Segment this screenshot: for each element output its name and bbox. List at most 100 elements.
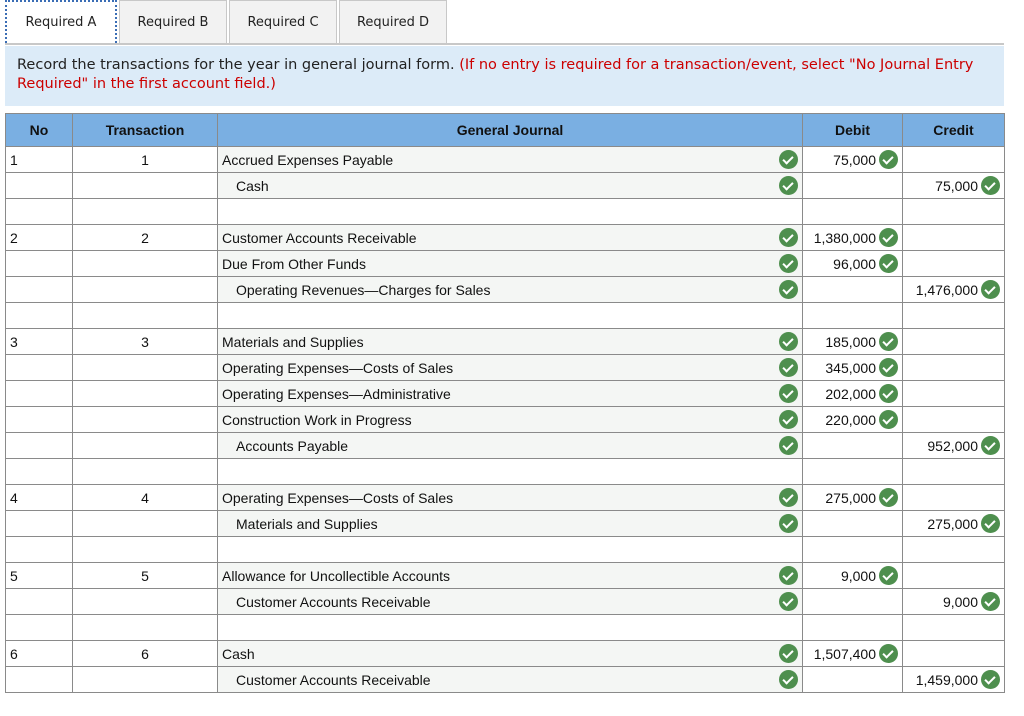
table-row: 3 3 Materials and Supplies 185,000 (5, 328, 1005, 355)
debit-field[interactable] (802, 276, 903, 303)
no-cell (5, 354, 73, 381)
no-cell (5, 250, 73, 277)
credit-field[interactable] (902, 354, 1005, 381)
table-row: Construction Work in Progress 220,000 (5, 406, 1005, 433)
account-field[interactable] (217, 302, 803, 329)
credit-field[interactable]: 1,459,000 (902, 666, 1005, 693)
account-field[interactable]: Accrued Expenses Payable (217, 146, 803, 173)
credit-field[interactable] (902, 224, 1005, 251)
debit-field[interactable]: 1,380,000 (802, 224, 903, 251)
account-field[interactable] (217, 458, 803, 485)
transaction-cell (72, 198, 218, 225)
account-name: Customer Accounts Receivable (236, 671, 431, 688)
account-field[interactable]: Allowance for Uncollectible Accounts (217, 562, 803, 589)
account-field[interactable] (217, 614, 803, 641)
credit-field[interactable] (902, 250, 1005, 277)
account-name: Materials and Supplies (236, 515, 378, 532)
tab-required-d[interactable]: Required D (339, 0, 447, 43)
no-cell (5, 458, 73, 485)
account-field[interactable]: Cash (217, 640, 803, 667)
credit-field[interactable]: 275,000 (902, 510, 1005, 537)
debit-value: 75,000 (833, 151, 876, 168)
debit-field[interactable] (802, 510, 903, 537)
credit-value: 9,000 (942, 593, 978, 610)
account-field[interactable]: Materials and Supplies (217, 510, 803, 537)
no-cell (5, 198, 73, 225)
blank-row (5, 458, 1005, 485)
debit-field[interactable] (802, 614, 903, 641)
blank-row (5, 614, 1005, 641)
debit-field[interactable]: 96,000 (802, 250, 903, 277)
credit-field[interactable] (902, 536, 1005, 563)
table-row: Materials and Supplies 275,000 (5, 510, 1005, 537)
account-field[interactable]: Operating Revenues—Charges for Sales (217, 276, 803, 303)
credit-field[interactable] (902, 328, 1005, 355)
credit-field[interactable]: 1,476,000 (902, 276, 1005, 303)
credit-field[interactable] (902, 484, 1005, 511)
header-no: No (5, 113, 73, 147)
no-cell (5, 666, 73, 693)
account-field[interactable]: Construction Work in Progress (217, 406, 803, 433)
transaction-cell (72, 172, 218, 199)
credit-field[interactable] (902, 406, 1005, 433)
table-row: 2 2 Customer Accounts Receivable 1,380,000 (5, 224, 1005, 251)
check-icon (879, 410, 898, 429)
credit-field[interactable] (902, 640, 1005, 667)
debit-field[interactable]: 185,000 (802, 328, 903, 355)
account-field[interactable]: Customer Accounts Receivable (217, 666, 803, 693)
no-cell (5, 172, 73, 199)
account-field[interactable]: Accounts Payable (217, 432, 803, 459)
account-field[interactable]: Customer Accounts Receivable (217, 224, 803, 251)
debit-field[interactable]: 202,000 (802, 380, 903, 407)
debit-field[interactable] (802, 666, 903, 693)
debit-field[interactable]: 1,507,400 (802, 640, 903, 667)
credit-value: 952,000 (927, 437, 978, 454)
debit-field[interactable] (802, 172, 903, 199)
account-name: Construction Work in Progress (222, 411, 412, 428)
account-field[interactable] (217, 198, 803, 225)
tab-required-b[interactable]: Required B (119, 0, 227, 43)
check-icon (779, 670, 798, 689)
debit-field[interactable]: 75,000 (802, 146, 903, 173)
credit-field[interactable]: 9,000 (902, 588, 1005, 615)
account-field[interactable]: Due From Other Funds (217, 250, 803, 277)
credit-field[interactable] (902, 614, 1005, 641)
debit-field[interactable] (802, 588, 903, 615)
account-field[interactable]: Operating Expenses—Costs of Sales (217, 354, 803, 381)
debit-field[interactable] (802, 198, 903, 225)
debit-field[interactable] (802, 432, 903, 459)
account-field[interactable] (217, 536, 803, 563)
account-field[interactable]: Operating Expenses—Costs of Sales (217, 484, 803, 511)
account-field[interactable]: Customer Accounts Receivable (217, 588, 803, 615)
account-field[interactable]: Operating Expenses—Administrative (217, 380, 803, 407)
no-cell: 6 (5, 640, 73, 667)
check-icon (879, 254, 898, 273)
check-icon (779, 280, 798, 299)
credit-field[interactable] (902, 458, 1005, 485)
tab-required-c[interactable]: Required C (229, 0, 337, 43)
table-row: Due From Other Funds 96,000 (5, 250, 1005, 277)
debit-field[interactable]: 275,000 (802, 484, 903, 511)
header-credit: Credit (902, 113, 1005, 147)
debit-field[interactable]: 345,000 (802, 354, 903, 381)
credit-field[interactable]: 75,000 (902, 172, 1005, 199)
tab-required-a[interactable]: Required A (5, 0, 117, 43)
credit-field[interactable] (902, 380, 1005, 407)
account-field[interactable]: Cash (217, 172, 803, 199)
credit-field[interactable] (902, 302, 1005, 329)
credit-field[interactable]: 952,000 (902, 432, 1005, 459)
credit-field[interactable] (902, 146, 1005, 173)
check-icon (879, 384, 898, 403)
debit-field[interactable] (802, 536, 903, 563)
account-name: Customer Accounts Receivable (222, 229, 417, 246)
table-row: 5 5 Allowance for Uncollectible Accounts 9,… (5, 562, 1005, 589)
credit-field[interactable] (902, 562, 1005, 589)
credit-field[interactable] (902, 198, 1005, 225)
debit-field[interactable] (802, 458, 903, 485)
debit-field[interactable] (802, 302, 903, 329)
debit-field[interactable]: 220,000 (802, 406, 903, 433)
no-cell (5, 614, 73, 641)
header-general-journal: General Journal (217, 113, 803, 147)
debit-field[interactable]: 9,000 (802, 562, 903, 589)
account-field[interactable]: Materials and Supplies (217, 328, 803, 355)
